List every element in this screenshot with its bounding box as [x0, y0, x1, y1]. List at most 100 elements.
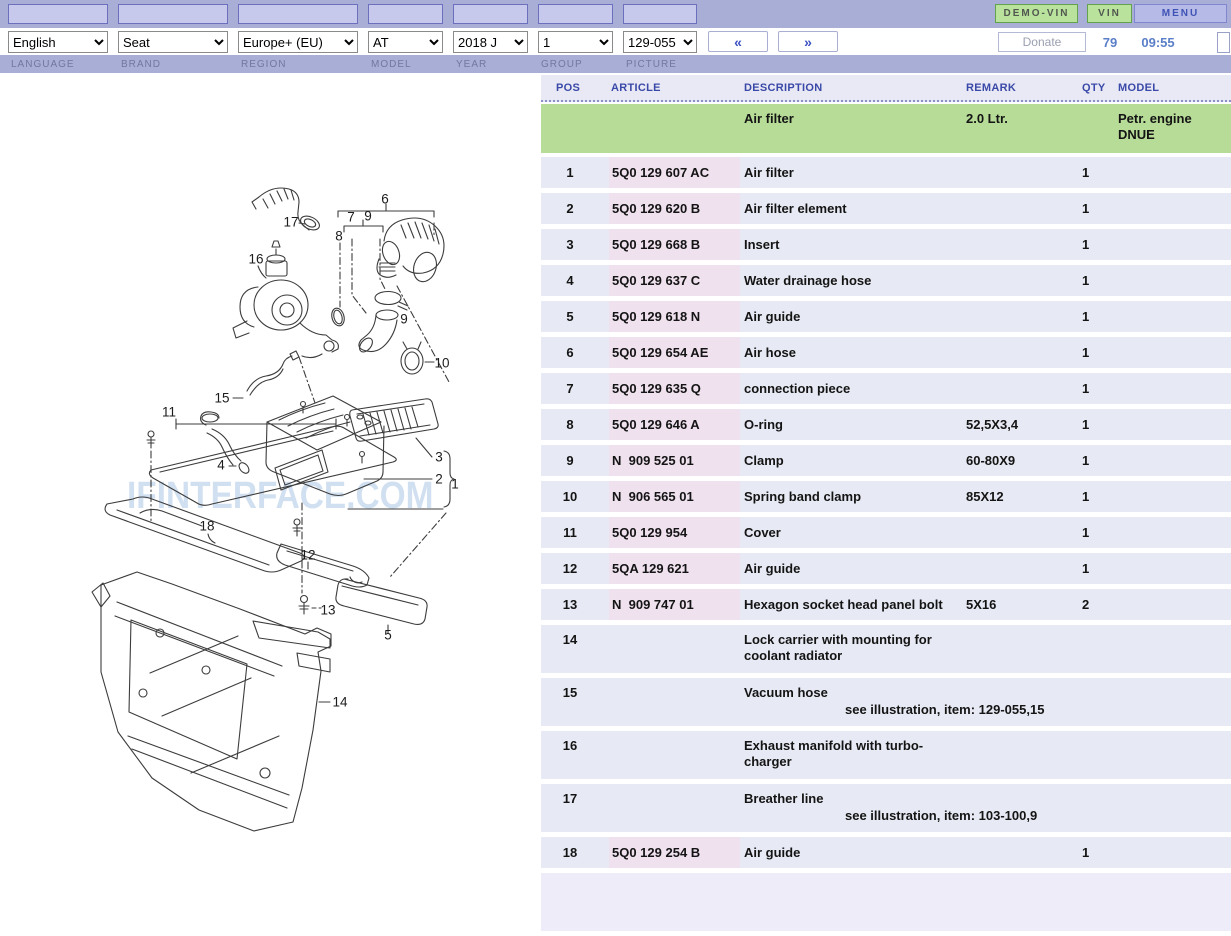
- callout-11[interactable]: 11: [161, 404, 177, 420]
- filter-box-language[interactable]: [8, 4, 108, 24]
- demo-vin-button[interactable]: DEMO-VIN: [995, 4, 1078, 23]
- article-cell-highlight: [609, 517, 740, 548]
- column-header-description: DESCRIPTION: [744, 82, 823, 94]
- brand-select[interactable]: Seat: [118, 31, 228, 53]
- brand-label: BRAND: [121, 59, 162, 70]
- table-row[interactable]: 1 5Q0 129 607 AC Air filter 1: [541, 157, 1231, 188]
- description-cell: Clamp: [744, 453, 784, 468]
- article-cell-highlight: [609, 157, 740, 188]
- pos-cell: 11: [563, 525, 577, 540]
- table-row[interactable]: 11 5Q0 129 954 Cover 1: [541, 517, 1231, 548]
- pos-cell: 13: [562, 597, 578, 612]
- table-row[interactable]: 6 5Q0 129 654 AE Air hose 1: [541, 337, 1231, 368]
- article-number[interactable]: N 909 525 01: [612, 453, 694, 468]
- selector-labels: LANGUAGE BRAND REGION MODEL YEAR GROUP PICTURE: [0, 55, 1231, 73]
- callout-2[interactable]: 2: [435, 471, 443, 487]
- filter-box-group[interactable]: [538, 4, 613, 24]
- description-cell: Air guide: [744, 309, 801, 324]
- filter-box-picture[interactable]: [623, 4, 697, 24]
- table-row[interactable]: 18 5Q0 129 254 B Air guide 1: [541, 837, 1231, 868]
- article-number[interactable]: 5Q0 129 954: [612, 525, 688, 540]
- description-cell: Air guide: [744, 845, 801, 860]
- year-select[interactable]: 2018 J: [453, 31, 528, 53]
- callout-1[interactable]: 1: [451, 476, 459, 492]
- table-row[interactable]: 7 5Q0 129 635 Q connection piece 1: [541, 373, 1231, 404]
- group-summary-row: Air filter 2.0 Ltr. Petr. engine DNUE: [541, 104, 1231, 153]
- article-number[interactable]: N 909 747 01: [612, 597, 694, 612]
- callout-14[interactable]: 14: [332, 694, 348, 710]
- group-select[interactable]: 1: [538, 31, 613, 53]
- description-cell: Air filter: [744, 165, 794, 180]
- article-cell-highlight: [609, 229, 740, 260]
- table-row[interactable]: 12 5QA 129 621 Air guide 1: [541, 553, 1231, 584]
- description-cell: Cover: [744, 525, 781, 540]
- callout-4[interactable]: 4: [217, 457, 225, 473]
- article-number[interactable]: 5Q0 129 254 B: [612, 845, 701, 860]
- filter-box-year[interactable]: [453, 4, 528, 24]
- filter-box-model[interactable]: [368, 4, 443, 24]
- article-number[interactable]: 5Q0 129 618 N: [612, 309, 701, 324]
- article-number[interactable]: 5QA 129 621: [612, 561, 689, 576]
- callout-3[interactable]: 3: [435, 449, 443, 465]
- article-cell-highlight: [609, 445, 740, 476]
- table-row[interactable]: 17 Breather line see illustration, item: 1…: [541, 784, 1231, 832]
- article-number[interactable]: 5Q0 129 620 B: [612, 201, 701, 216]
- callout-9[interactable]: 9: [400, 311, 408, 327]
- table-row[interactable]: 8 5Q0 129 646 A O-ring 52,5X3,4 1: [541, 409, 1231, 440]
- language-select[interactable]: English: [8, 31, 108, 53]
- corner-box[interactable]: [1217, 32, 1230, 53]
- menu-button[interactable]: MENU: [1134, 4, 1227, 23]
- qty-cell: 1: [1082, 417, 1090, 432]
- filter-box-region[interactable]: [238, 4, 358, 24]
- table-row[interactable]: 15 Vacuum hose see illustration, item: 129…: [541, 678, 1231, 726]
- article-number[interactable]: 5Q0 129 668 B: [612, 237, 701, 252]
- callout-8[interactable]: 8: [335, 228, 343, 244]
- table-row[interactable]: 13 N 909 747 01 Hexagon socket head panel …: [541, 589, 1231, 620]
- summary-remark: 2.0 Ltr.: [966, 111, 1008, 126]
- callout-17[interactable]: 17: [283, 214, 299, 230]
- table-row[interactable]: 5 5Q0 129 618 N Air guide 1: [541, 301, 1231, 332]
- article-cell-highlight: [609, 589, 740, 620]
- article-number[interactable]: 5Q0 129 654 AE: [612, 345, 709, 360]
- pos-cell: 3: [566, 237, 574, 252]
- table-row[interactable]: 4 5Q0 129 637 C Water drainage hose 1: [541, 265, 1231, 296]
- table-row[interactable]: 3 5Q0 129 668 B Insert 1: [541, 229, 1231, 260]
- article-number[interactable]: 5Q0 129 607 AC: [612, 165, 710, 180]
- filter-box-brand[interactable]: [118, 4, 228, 24]
- model-select[interactable]: AT: [368, 31, 443, 53]
- table-row[interactable]: 2 5Q0 129 620 B Air filter element 1: [541, 193, 1231, 224]
- callout-10[interactable]: 10: [434, 355, 450, 371]
- callout-6[interactable]: 6: [381, 191, 389, 207]
- top-toolbar: DEMO-VIN VIN MENU: [0, 0, 1231, 28]
- prev-picture-button[interactable]: «: [708, 31, 768, 52]
- region-select[interactable]: Europe+ (EU): [238, 31, 358, 53]
- donate-button[interactable]: Donate: [998, 32, 1086, 52]
- table-row[interactable]: 9 N 909 525 01 Clamp 60-80X9 1: [541, 445, 1231, 476]
- see-illustration-note: see illustration, item: 103-100,9: [845, 808, 1038, 823]
- picture-select[interactable]: 129-055: [623, 31, 697, 53]
- callout-18[interactable]: 18: [199, 518, 215, 534]
- article-cell-highlight: [609, 193, 740, 224]
- callout-16[interactable]: 16: [248, 251, 264, 267]
- callout-15[interactable]: 15: [214, 390, 230, 406]
- callout-5[interactable]: 5: [384, 627, 392, 643]
- callout-9[interactable]: 9: [364, 208, 372, 224]
- exploded-view-drawing: [91, 187, 455, 832]
- table-row[interactable]: 14 Lock carrier with mounting for coolant…: [541, 625, 1231, 673]
- column-header-remark: REMARK: [966, 82, 1017, 94]
- callout-12[interactable]: 12: [300, 547, 316, 563]
- table-row[interactable]: 10 N 906 565 01 Spring band clamp 85X12 1: [541, 481, 1231, 512]
- pos-cell: 7: [566, 381, 574, 396]
- qty-cell: 1: [1082, 309, 1090, 324]
- article-number[interactable]: N 906 565 01: [612, 489, 694, 504]
- remark-cell: 60-80X9: [966, 453, 1016, 468]
- article-number[interactable]: 5Q0 129 646 A: [612, 417, 700, 432]
- next-picture-button[interactable]: »: [778, 31, 838, 52]
- callout-13[interactable]: 13: [320, 602, 336, 618]
- callout-7[interactable]: 7: [347, 209, 355, 225]
- vin-button[interactable]: VIN: [1087, 4, 1132, 23]
- table-row[interactable]: 16 Exhaust manifold with turbo- charger: [541, 731, 1231, 779]
- description-cell: connection piece: [744, 381, 851, 396]
- article-number[interactable]: 5Q0 129 637 C: [612, 273, 701, 288]
- article-number[interactable]: 5Q0 129 635 Q: [612, 381, 701, 396]
